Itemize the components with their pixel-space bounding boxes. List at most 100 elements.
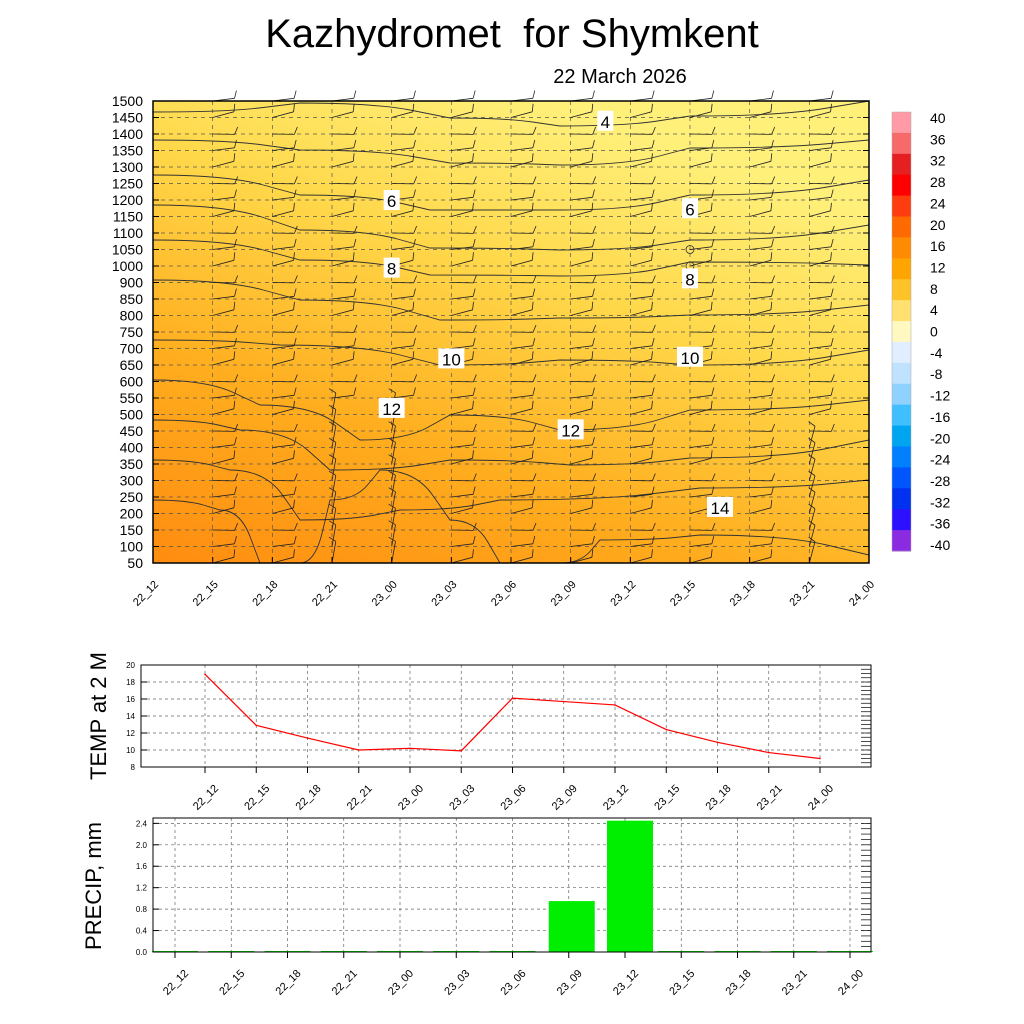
temperature-point [204, 673, 206, 676]
wind-barb-flag [353, 324, 358, 333]
wind-barb [331, 351, 355, 366]
wind-barb [388, 470, 396, 498]
calm-wind-circle [685, 245, 695, 254]
wind-barb-shaft [809, 358, 831, 366]
wind-barb [570, 400, 594, 415]
wind-barb-flag [830, 139, 834, 148]
colorbar-label: -24 [930, 452, 950, 468]
wind-barb-flag [591, 153, 594, 162]
wind-barb [451, 324, 477, 333]
wind-barb [451, 549, 474, 564]
wind-barb-flag [651, 549, 653, 558]
wind-barb-flag [651, 202, 653, 211]
wind-barb-shaft [630, 493, 653, 498]
wind-barb [328, 421, 337, 448]
isotherm-contour [559, 534, 870, 564]
wind-barb-flag [771, 275, 776, 284]
wind-barb [451, 450, 474, 465]
wind-barb-flag [328, 536, 337, 542]
wind-barb [570, 522, 597, 531]
wind-barb [212, 301, 236, 316]
wind-barb-shaft [212, 196, 235, 201]
wind-barb-flag [531, 400, 534, 409]
wind-barb [809, 374, 835, 383]
wind-barb-flag [532, 436, 536, 445]
wind-barb-flag [770, 103, 773, 112]
wind-barb-shaft [451, 147, 474, 151]
precipitation-x-tick-label: 22_15 [217, 968, 247, 998]
wind-barb-shaft [391, 358, 414, 366]
wind-barb [749, 351, 773, 366]
wind-barb-shaft [331, 541, 337, 564]
wind-barb-flag [293, 139, 297, 148]
wind-barb [328, 470, 337, 498]
wind-barb-flag [328, 404, 337, 410]
wind-barb-flag [710, 153, 713, 162]
wind-barb [451, 473, 477, 482]
wind-barb-flag [771, 423, 776, 432]
wind-barb-flag [233, 202, 236, 211]
precipitation-x-tick-label: 22_21 [330, 968, 360, 998]
wind-barb [451, 387, 476, 399]
wind-barb [630, 252, 653, 267]
height-tick-label: 400 [120, 440, 144, 456]
wind-barb [809, 400, 832, 415]
wind-barb-shaft [331, 196, 354, 201]
wind-barb-shaft [212, 210, 235, 217]
wind-barb-shaft [570, 295, 593, 300]
wind-barb-flag [532, 522, 537, 531]
temperature-point [614, 704, 616, 706]
wind-barb-flag [413, 374, 418, 383]
wind-barb [749, 252, 773, 267]
wind-barb-flag [532, 275, 537, 284]
wind-barb-shaft [809, 309, 831, 316]
wind-barb-shaft [510, 358, 533, 366]
wind-barb [212, 549, 236, 564]
colorbar-swatch [892, 153, 911, 176]
wind-barb [570, 351, 594, 366]
wind-barb-flag [233, 450, 236, 459]
wind-barb [689, 90, 715, 102]
wind-barb [272, 499, 295, 514]
wind-barb-flag [531, 301, 534, 310]
wind-barb-shaft [391, 111, 414, 118]
wind-barb-shaft [451, 408, 473, 415]
wind-barb-shaft [809, 147, 832, 151]
wind-barb [809, 387, 834, 399]
wind-barb [331, 225, 358, 234]
wind-barb [510, 153, 534, 168]
height-tick-label: 1500 [112, 93, 143, 109]
wind-barb-flag [328, 388, 337, 394]
wind-barb-shaft [630, 111, 652, 118]
wind-barb-flag [413, 387, 416, 396]
wind-barb-flag [328, 470, 337, 476]
wind-barb-shaft [272, 259, 294, 267]
wind-barb-flag [234, 535, 237, 544]
wind-barb [809, 337, 834, 349]
height-tick-label: 1100 [113, 225, 143, 241]
wind-barb-flag [472, 275, 477, 284]
contour-label: 14 [711, 499, 730, 518]
wind-barb-flag [532, 387, 536, 396]
wind-barb-shaft [212, 507, 235, 514]
wind-barb-shaft [212, 345, 235, 349]
wind-barb [451, 252, 474, 267]
wind-barb-shaft [689, 457, 712, 465]
chart-title: Kazhydromet for Shymkent [265, 12, 759, 56]
wind-barb-flag [328, 520, 337, 526]
wind-barb-flag [771, 90, 774, 99]
wind-barb [570, 473, 597, 482]
wind-barb-flag [591, 252, 594, 261]
temperature-x-tick-label: 22_18 [294, 783, 324, 813]
contour-label-box [707, 496, 733, 517]
wind-barb-shaft [630, 309, 652, 316]
wind-barb-flag [651, 252, 653, 261]
wind-barb-flag [352, 301, 355, 310]
wind-barb-flag [388, 470, 396, 476]
wind-barb [689, 436, 715, 448]
wind-barb [570, 90, 595, 102]
wind-barb [391, 324, 418, 333]
wind-barb-shaft [212, 147, 235, 151]
wind-barb [451, 189, 476, 201]
wind-barb-flag [413, 225, 418, 234]
